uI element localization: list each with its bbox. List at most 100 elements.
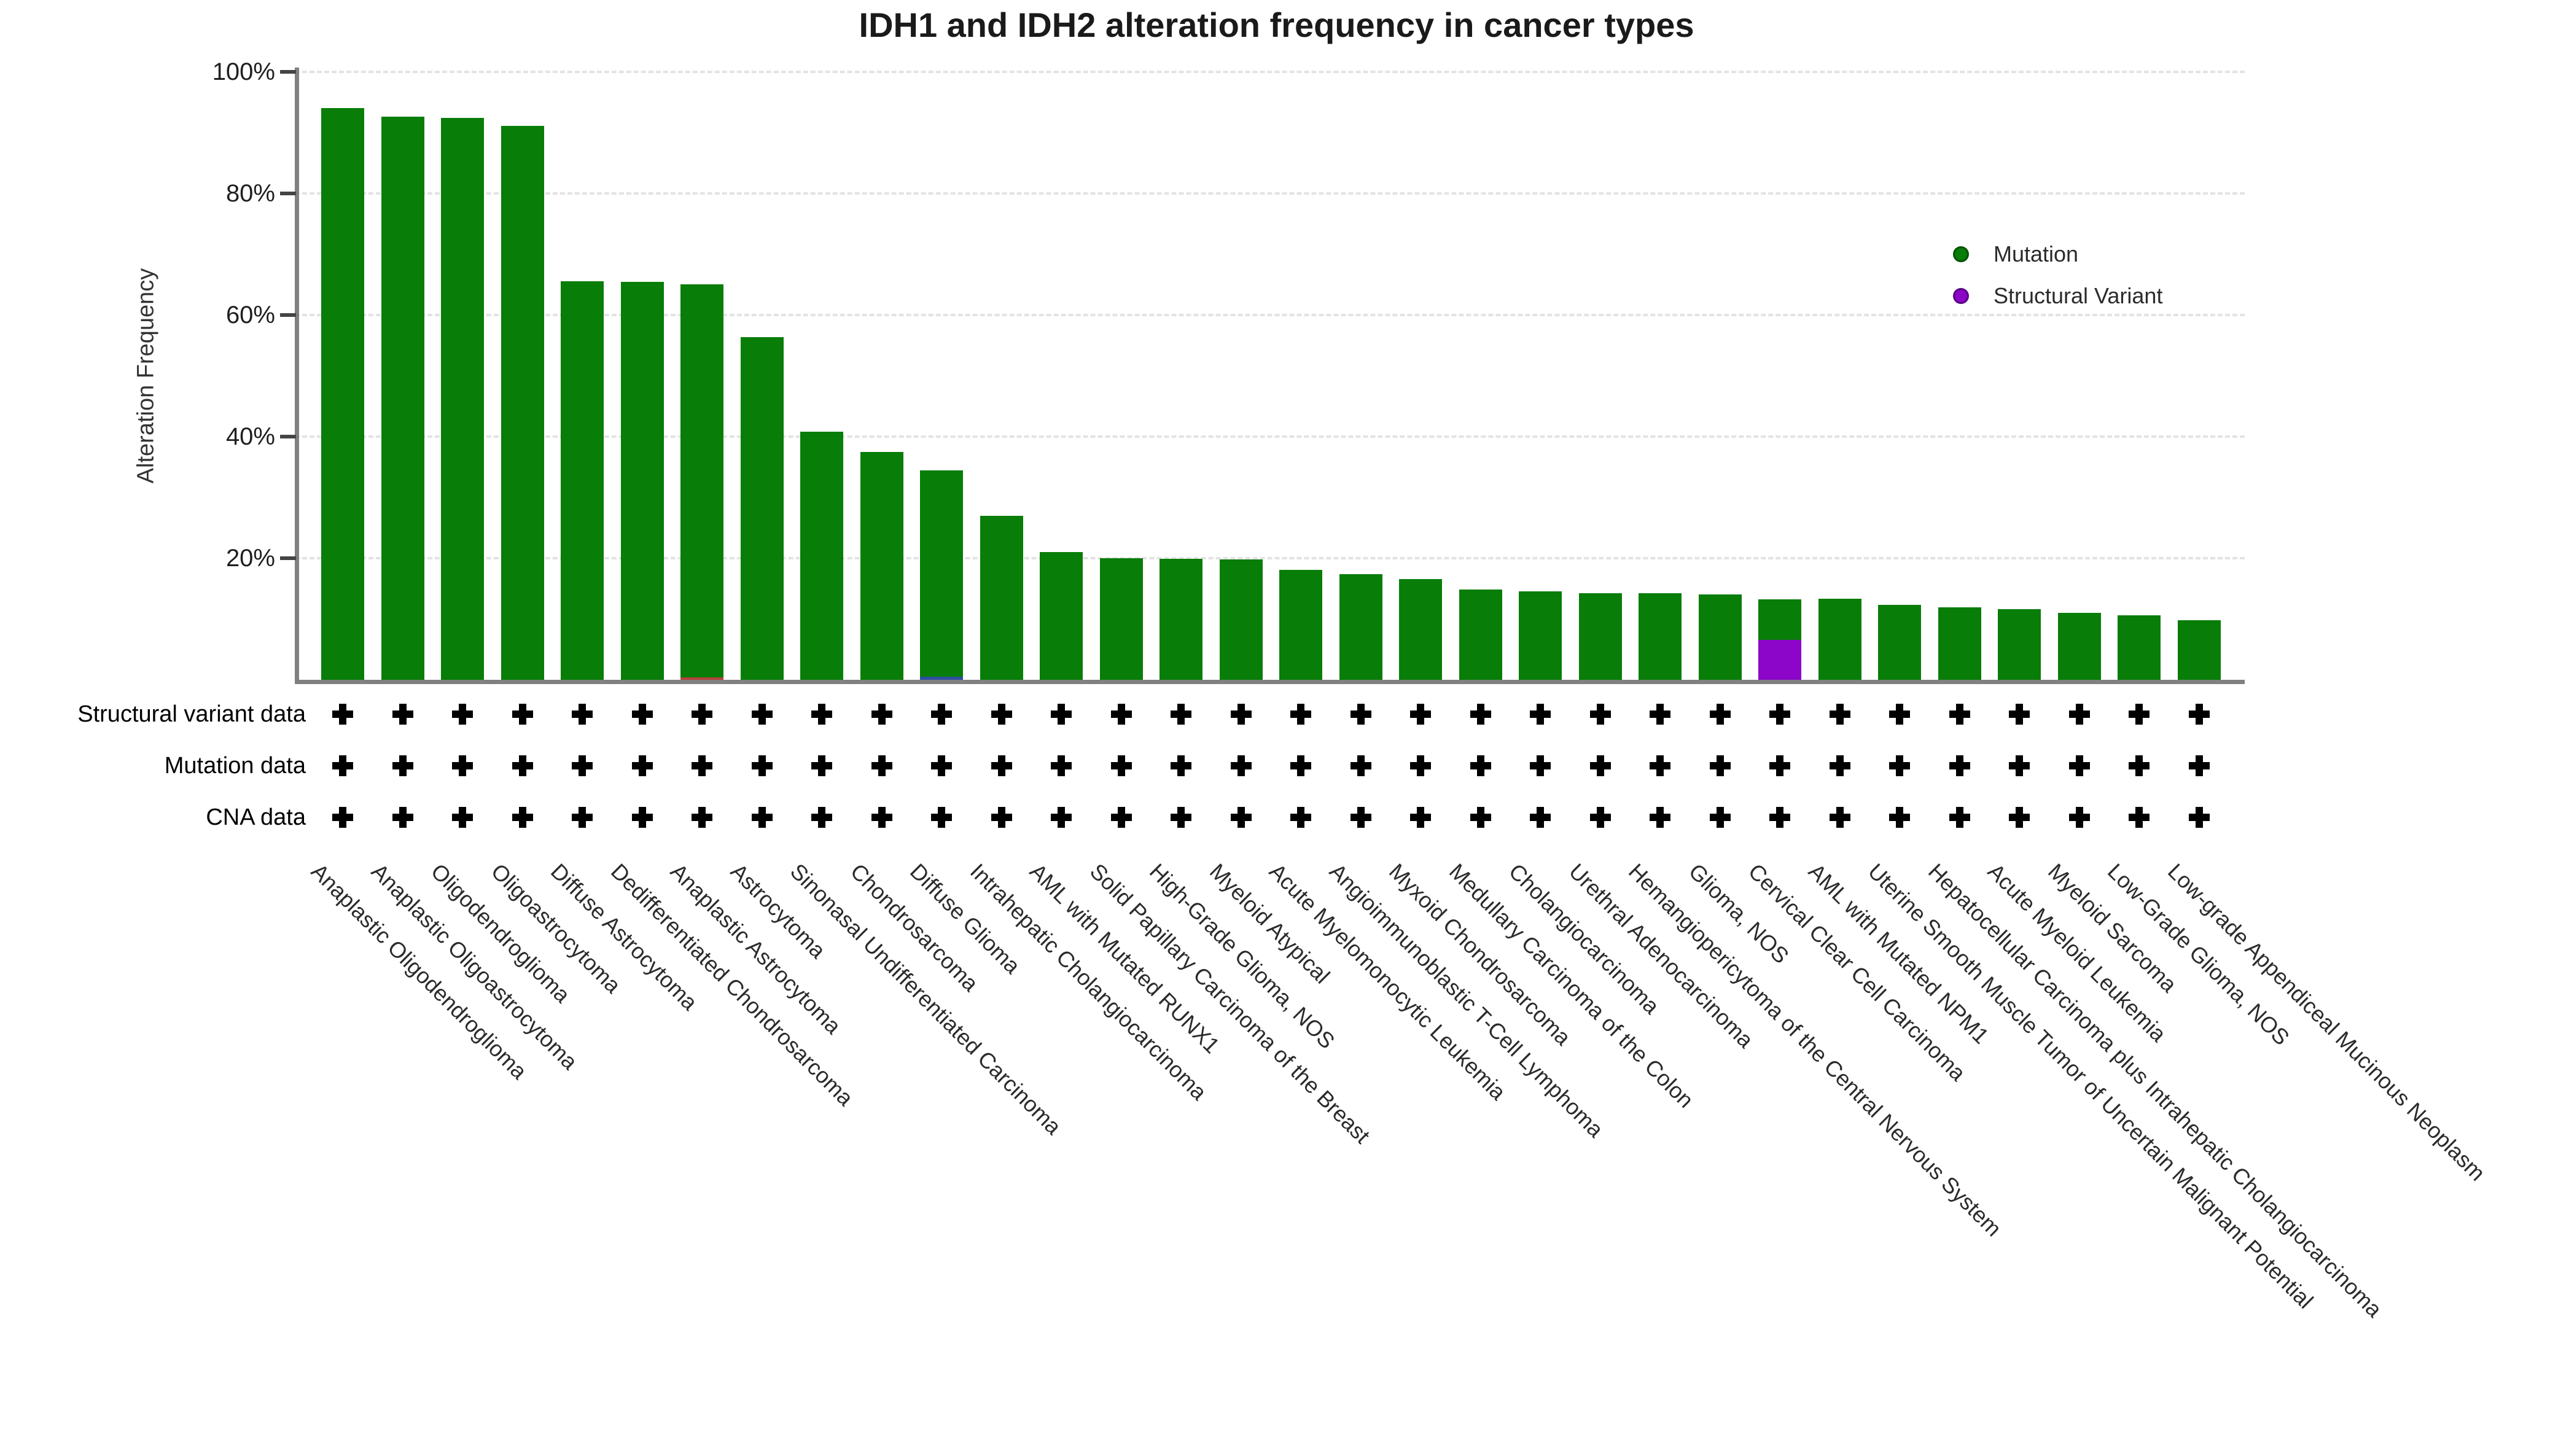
data-available-plus-icon bbox=[332, 807, 353, 828]
data-available-plus-icon bbox=[752, 807, 773, 828]
data-available-plus-icon bbox=[572, 807, 593, 828]
bar[interactable] bbox=[1279, 570, 1322, 680]
bar-segment-mutation bbox=[1878, 605, 1921, 680]
bar-segment-mutation bbox=[381, 117, 424, 680]
bar-segment-mutation bbox=[441, 118, 484, 680]
data-available-plus-icon bbox=[871, 755, 892, 776]
bar[interactable] bbox=[1998, 609, 2041, 680]
bar-segment-mutation bbox=[2058, 613, 2101, 680]
data-available-plus-icon bbox=[2129, 807, 2150, 828]
bar-segment-mutation bbox=[860, 452, 903, 680]
bar[interactable] bbox=[441, 118, 484, 680]
y-axis-label: Alteration Frequency bbox=[133, 268, 159, 484]
data-available-plus-icon bbox=[452, 807, 473, 828]
bar[interactable] bbox=[1639, 593, 1682, 680]
bar[interactable] bbox=[680, 284, 723, 680]
y-tick-label: 40% bbox=[225, 423, 275, 450]
bar[interactable] bbox=[561, 281, 604, 680]
bar[interactable] bbox=[1519, 591, 1562, 680]
bar-segment-mutation bbox=[1758, 599, 1801, 640]
bar[interactable] bbox=[860, 452, 903, 680]
bar-segment-mutation bbox=[2118, 615, 2161, 680]
bar[interactable] bbox=[1100, 558, 1143, 680]
bar[interactable] bbox=[1938, 607, 1981, 680]
bar[interactable] bbox=[501, 126, 544, 680]
legend-item-label: Structural Variant bbox=[1994, 283, 2163, 308]
data-available-plus-icon bbox=[2189, 704, 2210, 725]
bar[interactable] bbox=[2178, 620, 2221, 680]
bar[interactable] bbox=[1579, 593, 1622, 680]
row-label-mutation-data: Mutation data bbox=[164, 753, 306, 779]
bar[interactable] bbox=[621, 282, 664, 680]
bar[interactable] bbox=[920, 470, 963, 680]
bar-segment-mutation bbox=[741, 337, 784, 680]
structural-variant-legend-dot-icon bbox=[1953, 288, 1969, 304]
bar[interactable] bbox=[1040, 552, 1083, 680]
data-available-plus-icon bbox=[1051, 704, 1072, 725]
data-available-plus-icon bbox=[752, 704, 773, 725]
data-available-plus-icon bbox=[1949, 755, 1970, 776]
bar[interactable] bbox=[1220, 559, 1263, 680]
gridline bbox=[295, 557, 2245, 559]
bar[interactable] bbox=[1339, 574, 1382, 680]
data-available-plus-icon bbox=[1769, 704, 1790, 725]
data-available-plus-icon bbox=[871, 704, 892, 725]
bar-segment-unlabeled-blue-segment bbox=[920, 677, 963, 680]
bar-segment-mutation bbox=[1938, 607, 1981, 680]
y-tick-label: 20% bbox=[225, 545, 275, 572]
data-available-plus-icon bbox=[2189, 807, 2210, 828]
data-available-plus-icon bbox=[2009, 807, 2030, 828]
data-available-plus-icon bbox=[452, 704, 473, 725]
legend-item-structural-variant: Structural Variant bbox=[1953, 275, 2162, 317]
y-tick-label: 80% bbox=[225, 180, 275, 207]
data-available-plus-icon bbox=[632, 704, 653, 725]
data-available-plus-icon bbox=[1351, 704, 1371, 725]
data-available-plus-icon bbox=[1830, 807, 1850, 828]
bar[interactable] bbox=[1160, 559, 1202, 680]
data-available-plus-icon bbox=[991, 704, 1012, 725]
bar[interactable] bbox=[1878, 605, 1921, 680]
bar[interactable] bbox=[800, 432, 843, 680]
y-tick-mark bbox=[280, 435, 296, 438]
row-label-cna-data: CNA data bbox=[206, 804, 306, 830]
y-tick-mark bbox=[280, 313, 296, 317]
data-available-plus-icon bbox=[1290, 755, 1311, 776]
bar[interactable] bbox=[2058, 613, 2101, 680]
bar[interactable] bbox=[381, 117, 424, 680]
data-available-plus-icon bbox=[572, 755, 593, 776]
bar[interactable] bbox=[1459, 590, 1502, 680]
data-available-plus-icon bbox=[1111, 755, 1132, 776]
bar[interactable] bbox=[980, 516, 1023, 680]
data-available-plus-icon bbox=[2129, 755, 2150, 776]
data-available-plus-icon bbox=[1231, 704, 1252, 725]
bar[interactable] bbox=[741, 337, 784, 680]
data-available-plus-icon bbox=[1650, 704, 1670, 725]
data-available-plus-icon bbox=[632, 807, 653, 828]
data-available-plus-icon bbox=[1410, 807, 1431, 828]
data-available-plus-icon bbox=[1111, 807, 1132, 828]
data-available-plus-icon bbox=[2069, 807, 2090, 828]
legend: Mutation Structural Variant bbox=[1953, 233, 2162, 317]
data-available-plus-icon bbox=[2009, 755, 2030, 776]
bar[interactable] bbox=[1399, 579, 1442, 680]
data-available-plus-icon bbox=[1470, 704, 1491, 725]
bar[interactable] bbox=[1818, 599, 1861, 680]
data-available-plus-icon bbox=[991, 755, 1012, 776]
data-available-plus-icon bbox=[1830, 755, 1850, 776]
bar-segment-mutation bbox=[1339, 574, 1382, 680]
bar-segment-mutation bbox=[561, 281, 604, 680]
legend-item-label: Mutation bbox=[1994, 241, 2079, 267]
data-available-plus-icon bbox=[991, 807, 1012, 828]
bar[interactable] bbox=[321, 108, 364, 680]
bar[interactable] bbox=[1758, 599, 1801, 680]
bar[interactable] bbox=[2118, 615, 2161, 680]
data-available-plus-icon bbox=[1949, 704, 1970, 725]
data-available-plus-icon bbox=[1470, 755, 1491, 776]
x-axis-label: Uterine Smooth Muscle Tumor of Uncertain… bbox=[1863, 858, 2318, 1314]
bar[interactable] bbox=[1699, 594, 1742, 680]
data-available-plus-icon bbox=[1351, 807, 1371, 828]
bar-segment-mutation bbox=[321, 108, 364, 680]
data-available-plus-icon bbox=[2189, 755, 2210, 776]
data-available-plus-icon bbox=[1111, 704, 1132, 725]
bar-segment-mutation bbox=[1279, 570, 1322, 680]
